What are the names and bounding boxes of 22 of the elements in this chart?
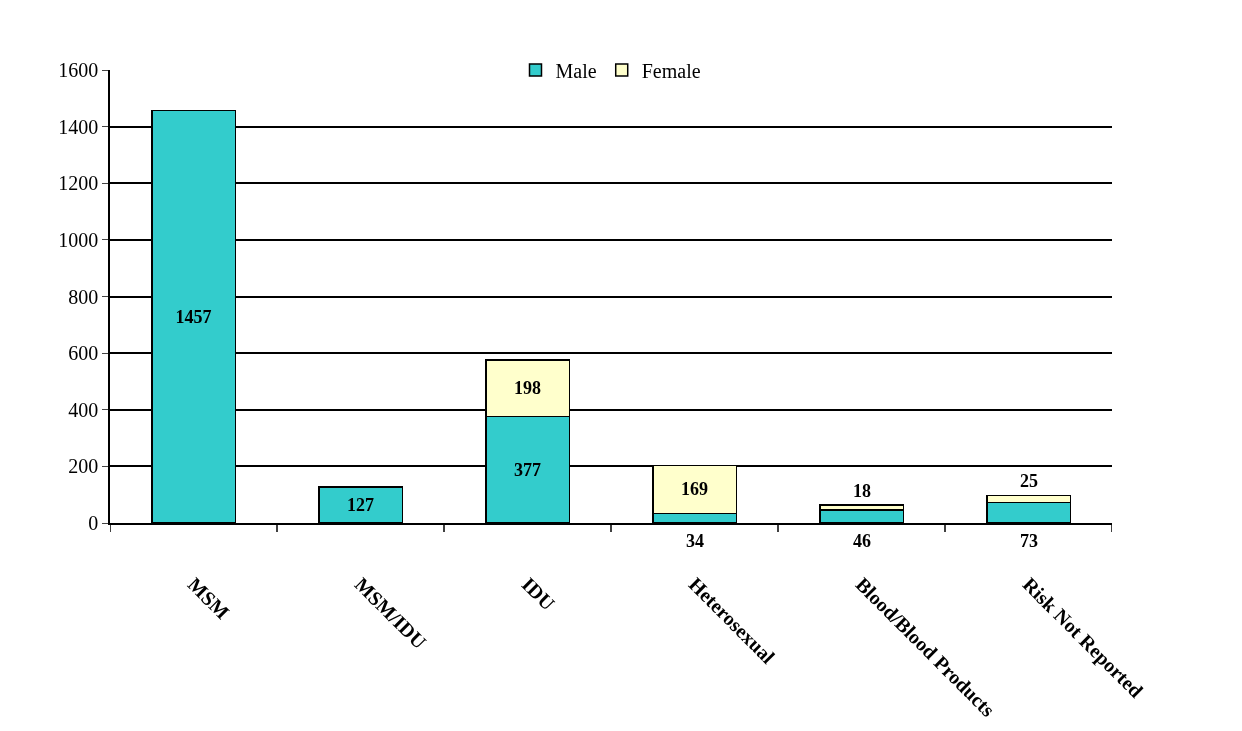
y-tick-label: 800	[68, 285, 99, 308]
data-label: 377	[514, 459, 541, 480]
y-tick-label: 200	[68, 455, 99, 478]
y-tick-label: 1200	[58, 172, 99, 195]
y-tick-label: 600	[68, 342, 99, 365]
data-label: 46	[853, 531, 871, 551]
data-label: 73	[1020, 531, 1038, 551]
y-tick-label: 400	[68, 398, 99, 421]
data-label: 25	[1020, 471, 1038, 491]
legend-label: Male	[555, 59, 597, 82]
data-label: 18	[853, 481, 871, 501]
y-tick-label: 1600	[58, 59, 99, 81]
x-tick-label: IDU	[517, 573, 560, 615]
data-label: 1457	[175, 306, 212, 327]
y-tick-label: 1400	[58, 115, 99, 138]
data-label: 127	[347, 495, 374, 516]
legend-label: Female	[641, 59, 701, 82]
y-tick-label: 0	[88, 512, 99, 534]
data-label: 34	[686, 531, 704, 551]
data-label: 169	[681, 479, 708, 500]
y-tick-label: 1000	[58, 228, 99, 251]
data-label: 198	[514, 378, 541, 399]
